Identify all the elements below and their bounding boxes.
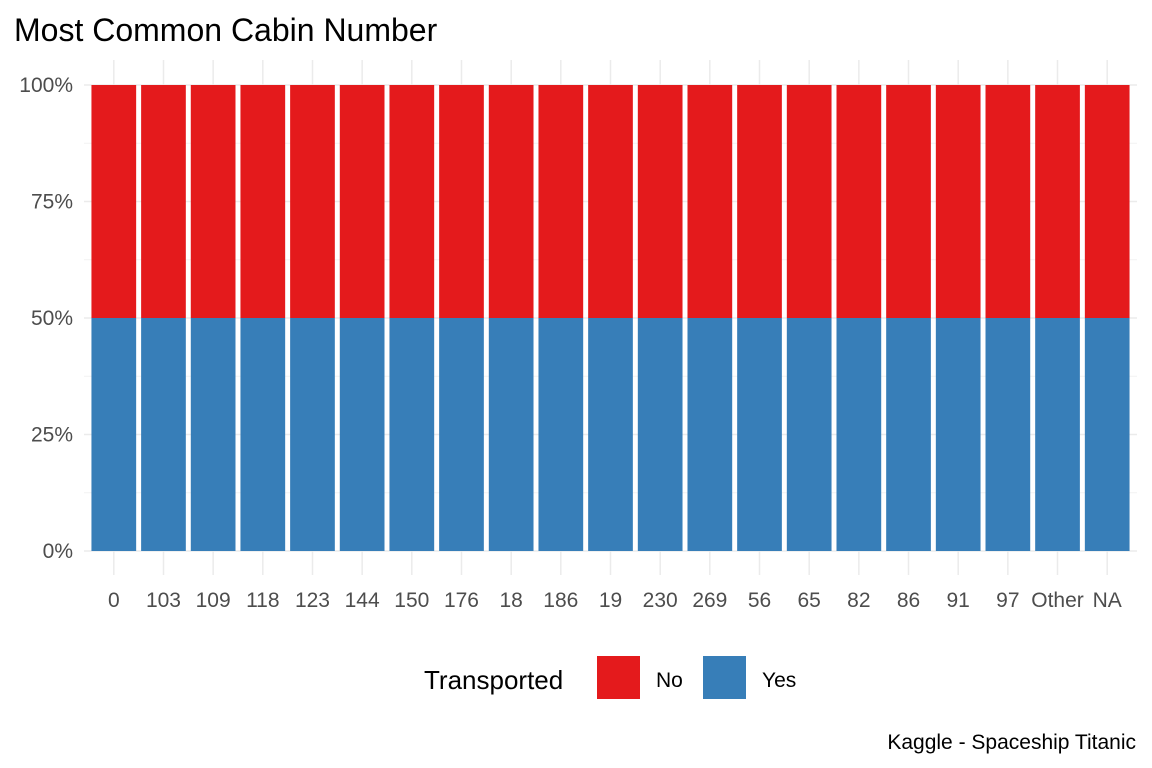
x-tick-label: 150 (394, 589, 429, 612)
legend-title: Transported (424, 665, 563, 695)
bar-yes-97 (985, 318, 1031, 551)
bar-no-186 (538, 85, 584, 318)
x-tick-label: 91 (947, 589, 970, 612)
y-tick-label: 100% (19, 74, 73, 97)
legend-label-no: No (656, 669, 683, 692)
bar-yes-82 (836, 318, 882, 551)
bar-yes-86 (886, 318, 931, 551)
bar-no-97 (985, 85, 1031, 318)
bar-yes-91 (935, 318, 981, 551)
bar-no-91 (935, 85, 981, 318)
bar-yes-123 (290, 318, 335, 551)
bar-no-other (1035, 85, 1080, 318)
x-tick-label: 269 (692, 589, 727, 612)
bar-no-18 (488, 85, 534, 318)
y-tick-label: 50% (31, 307, 73, 330)
bar-yes-other (1035, 318, 1080, 551)
x-tick-label: 19 (599, 589, 622, 612)
y-tick-label: 75% (31, 191, 73, 214)
bar-yes-103 (141, 318, 186, 551)
bar-yes-65 (786, 318, 832, 551)
bar-no-123 (290, 85, 335, 318)
bar-no-269 (687, 85, 733, 318)
chart-title: Most Common Cabin Number (14, 12, 438, 48)
bar-yes-144 (339, 318, 385, 551)
y-axis-ticks: 0% 25% 50% 75% 100% (19, 74, 73, 563)
bar-no-176 (439, 85, 484, 318)
y-tick-label: 0% (43, 540, 73, 563)
bar-no-118 (240, 85, 286, 318)
x-tick-label: 144 (345, 589, 380, 612)
x-tick-label: NA (1093, 589, 1122, 612)
legend: Transported No Yes (424, 656, 796, 699)
y-tick-label: 25% (31, 424, 73, 447)
x-tick-label: 0 (108, 589, 120, 612)
x-tick-label: 56 (748, 589, 771, 612)
bar-yes-230 (637, 318, 683, 551)
bar-yes-269 (687, 318, 733, 551)
bar-no-103 (141, 85, 186, 318)
bar-no-na (1084, 85, 1130, 318)
bar-no-0 (91, 85, 137, 318)
x-tick-label: 123 (295, 589, 330, 612)
x-tick-label: 176 (444, 589, 479, 612)
bar-no-82 (836, 85, 882, 318)
bar-no-65 (786, 85, 832, 318)
bar-yes-118 (240, 318, 286, 551)
x-axis-ticks: 0 103 109 118 123 144 150 176 18 186 19 230 269 56 65 8… (108, 589, 1122, 612)
x-tick-label: 230 (643, 589, 678, 612)
bars (91, 85, 1130, 551)
legend-key-yes (703, 656, 746, 699)
bar-no-150 (389, 85, 435, 318)
x-tick-label: 65 (797, 589, 820, 612)
bar-no-109 (190, 85, 236, 318)
bar-yes-18 (488, 318, 534, 551)
bar-no-144 (339, 85, 385, 318)
bar-yes-109 (190, 318, 236, 551)
chart-caption: Kaggle - Spaceship Titanic (887, 731, 1136, 754)
bar-no-86 (886, 85, 931, 318)
x-tick-label: 103 (146, 589, 181, 612)
x-tick-label: 118 (246, 589, 279, 612)
bar-yes-150 (389, 318, 435, 551)
bar-no-56 (737, 85, 782, 318)
x-tick-label: 18 (499, 589, 522, 612)
x-tick-label: 97 (996, 589, 1019, 612)
bar-yes-186 (538, 318, 584, 551)
bar-yes-176 (439, 318, 484, 551)
x-tick-label: 82 (847, 589, 870, 612)
legend-key-no (597, 656, 640, 699)
bar-yes-19 (588, 318, 633, 551)
bar-no-19 (588, 85, 633, 318)
x-tick-label: 186 (543, 589, 578, 612)
x-tick-label: 86 (897, 589, 920, 612)
legend-label-yes: Yes (762, 669, 796, 692)
bar-yes-na (1084, 318, 1130, 551)
x-tick-label: 109 (196, 589, 231, 612)
bar-yes-0 (91, 318, 137, 551)
x-tick-label: Other (1031, 589, 1084, 612)
bar-no-230 (637, 85, 683, 318)
bar-yes-56 (737, 318, 782, 551)
